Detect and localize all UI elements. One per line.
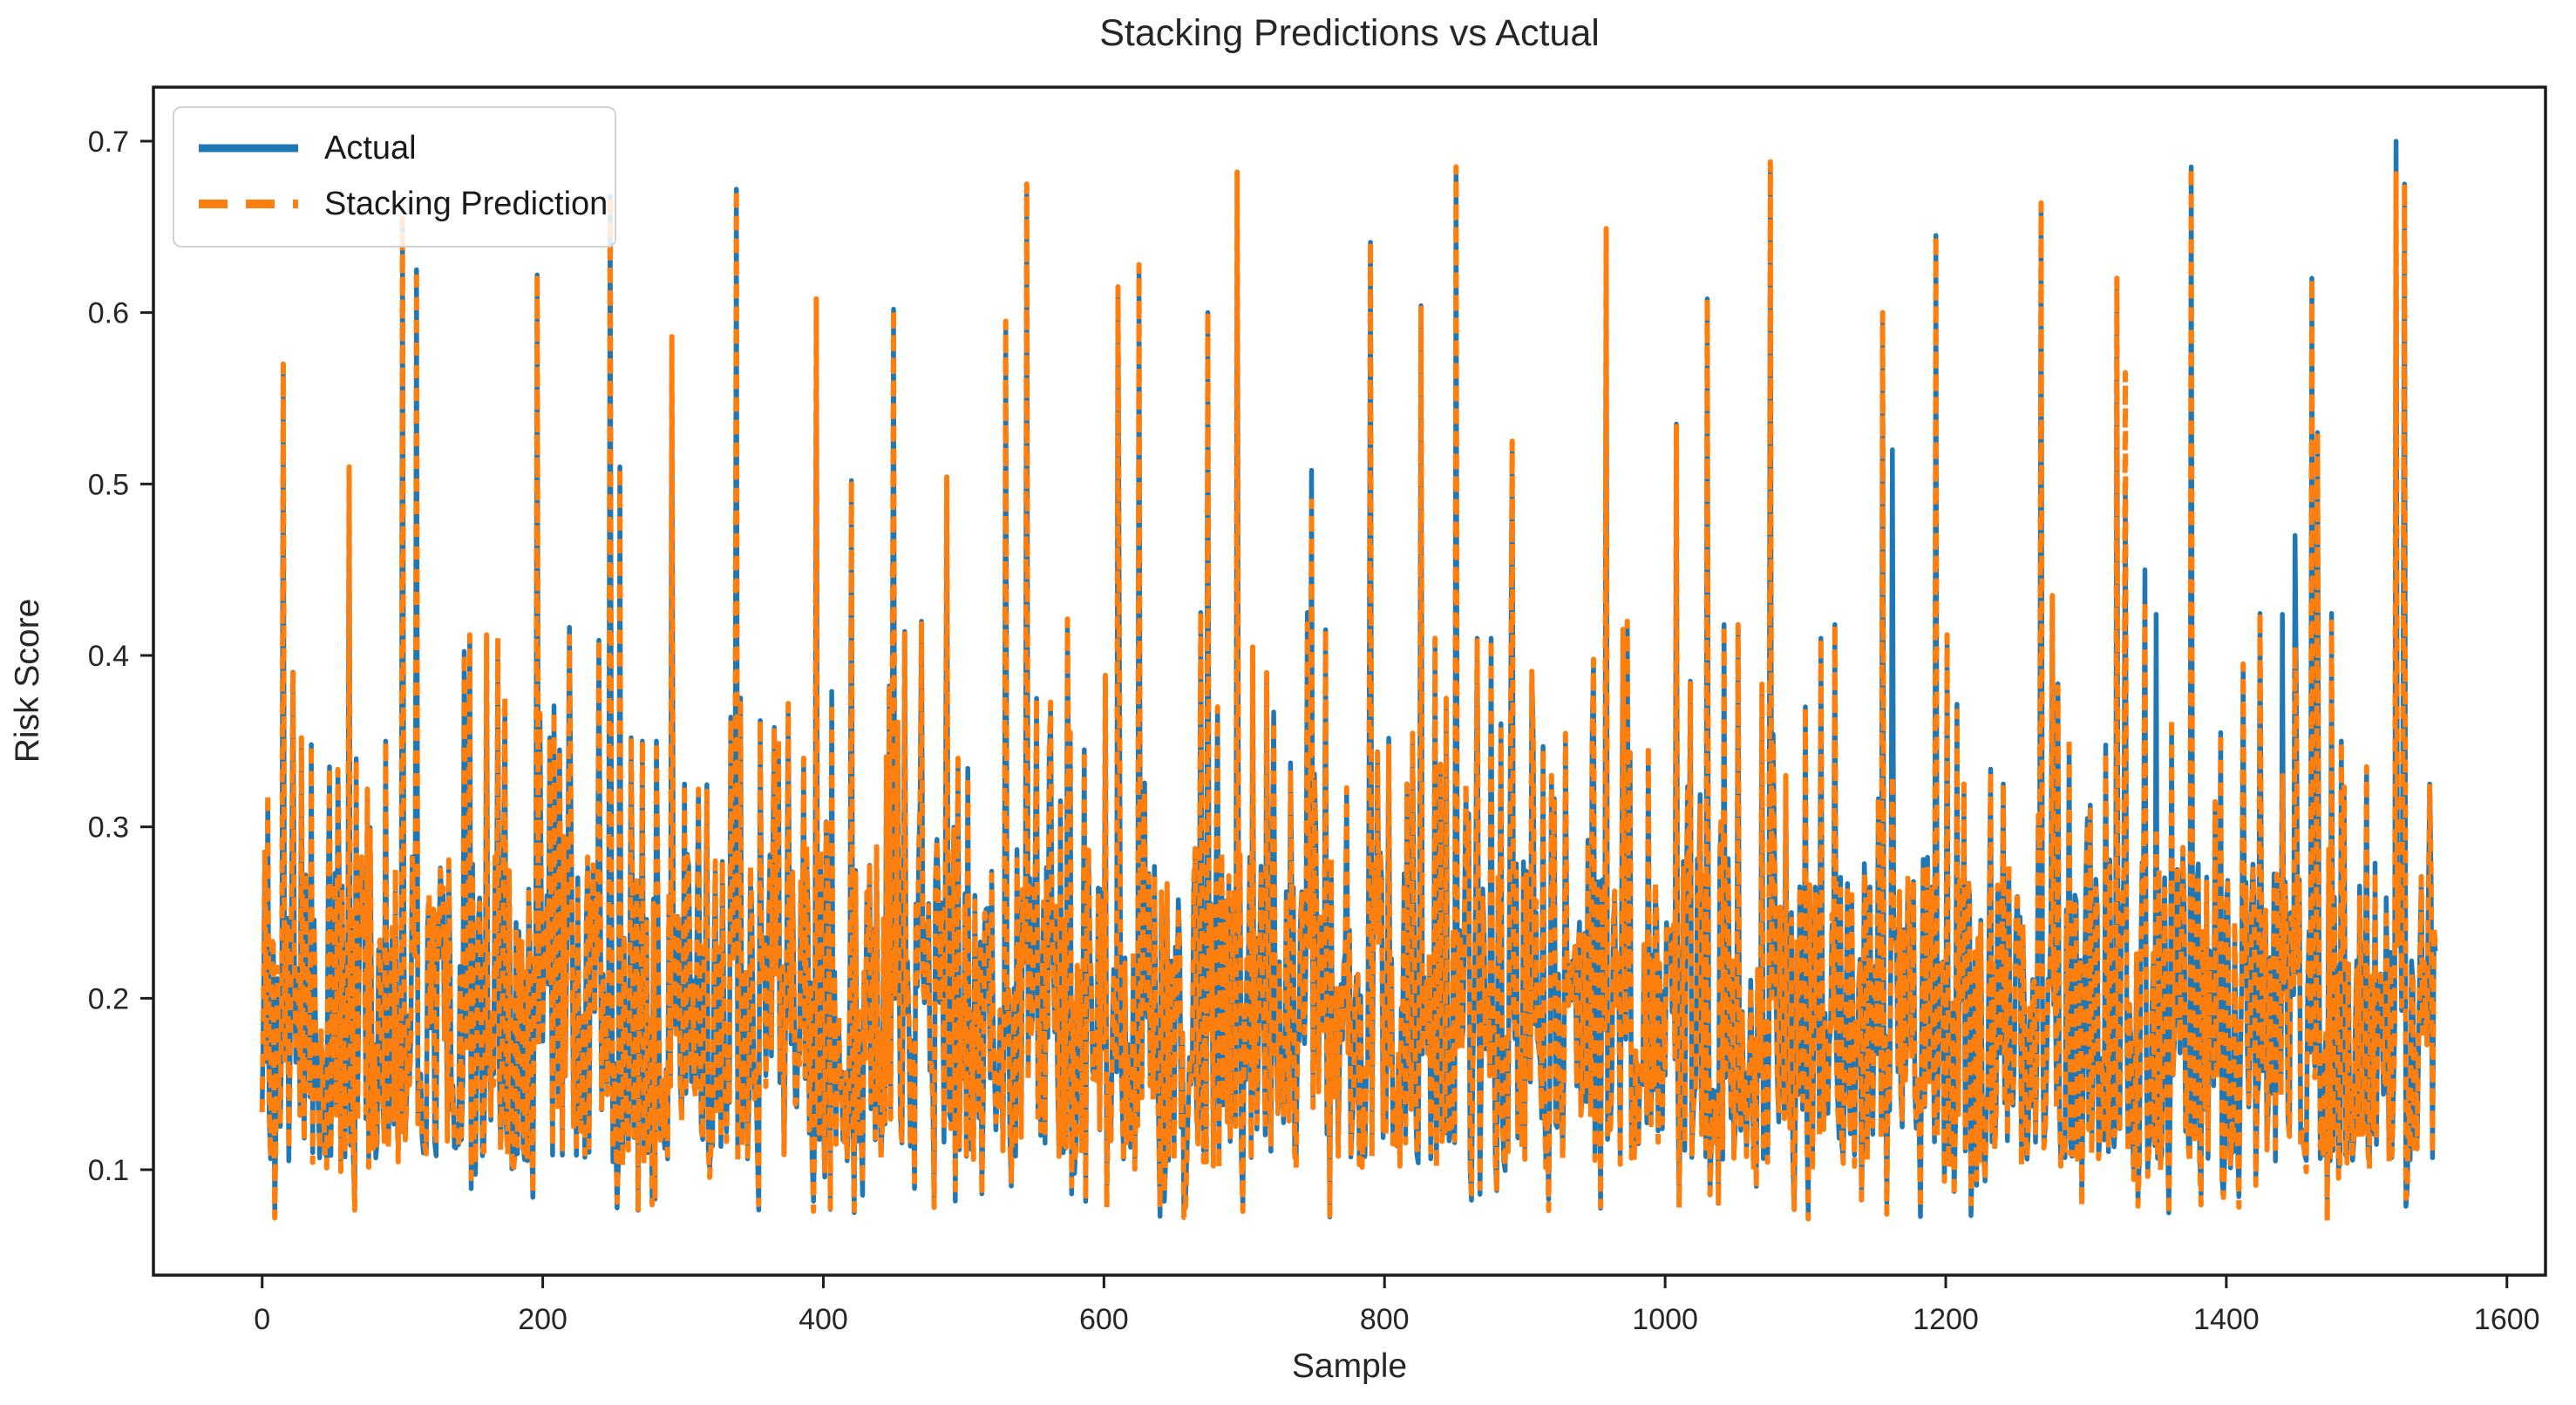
x-tick-label: 600 bbox=[1079, 1303, 1129, 1336]
y-tick-label: 0.2 bbox=[88, 982, 129, 1015]
axis-ticks: 0 200 400 600 800 1000 1200 1400 1600 0.1 0.2 0.3 0.… bbox=[88, 126, 2540, 1336]
x-tick-label: 1200 bbox=[1913, 1303, 1979, 1336]
x-axis-label: Sample bbox=[1292, 1347, 1407, 1385]
legend: Actual Stacking Prediction bbox=[173, 106, 616, 248]
y-tick-label: 0.7 bbox=[88, 126, 129, 159]
x-tick-label: 1600 bbox=[2474, 1303, 2540, 1336]
x-tick-label: 200 bbox=[518, 1303, 568, 1336]
x-tick-label: 0 bbox=[254, 1303, 270, 1336]
plot-border bbox=[152, 85, 2547, 1277]
legend-label-actual: Actual bbox=[324, 130, 417, 166]
series-lines bbox=[259, 139, 2438, 1224]
legend-entry-stacking-prediction: Stacking Prediction bbox=[174, 176, 615, 232]
x-tick-label: 1000 bbox=[1632, 1303, 1698, 1336]
legend-entry-actual: Actual bbox=[174, 120, 615, 176]
chart-title: Stacking Predictions vs Actual bbox=[1099, 12, 1600, 54]
actual-line-icon bbox=[199, 144, 298, 153]
x-tick-label: 800 bbox=[1360, 1303, 1410, 1336]
stacking-prediction-line bbox=[259, 159, 2438, 1224]
dashed-line-icon bbox=[199, 200, 298, 208]
y-tick-label: 0.3 bbox=[88, 811, 129, 845]
legend-label-stacking-prediction: Stacking Prediction bbox=[324, 186, 608, 222]
y-axis-label: Risk Score bbox=[9, 599, 46, 764]
y-tick-label: 0.6 bbox=[88, 297, 129, 330]
x-tick-label: 1400 bbox=[2193, 1303, 2260, 1336]
x-tick-label: 400 bbox=[799, 1303, 848, 1336]
y-tick-label: 0.4 bbox=[88, 640, 129, 673]
y-tick-label: 0.5 bbox=[88, 468, 129, 501]
y-tick-label: 0.1 bbox=[88, 1154, 129, 1187]
